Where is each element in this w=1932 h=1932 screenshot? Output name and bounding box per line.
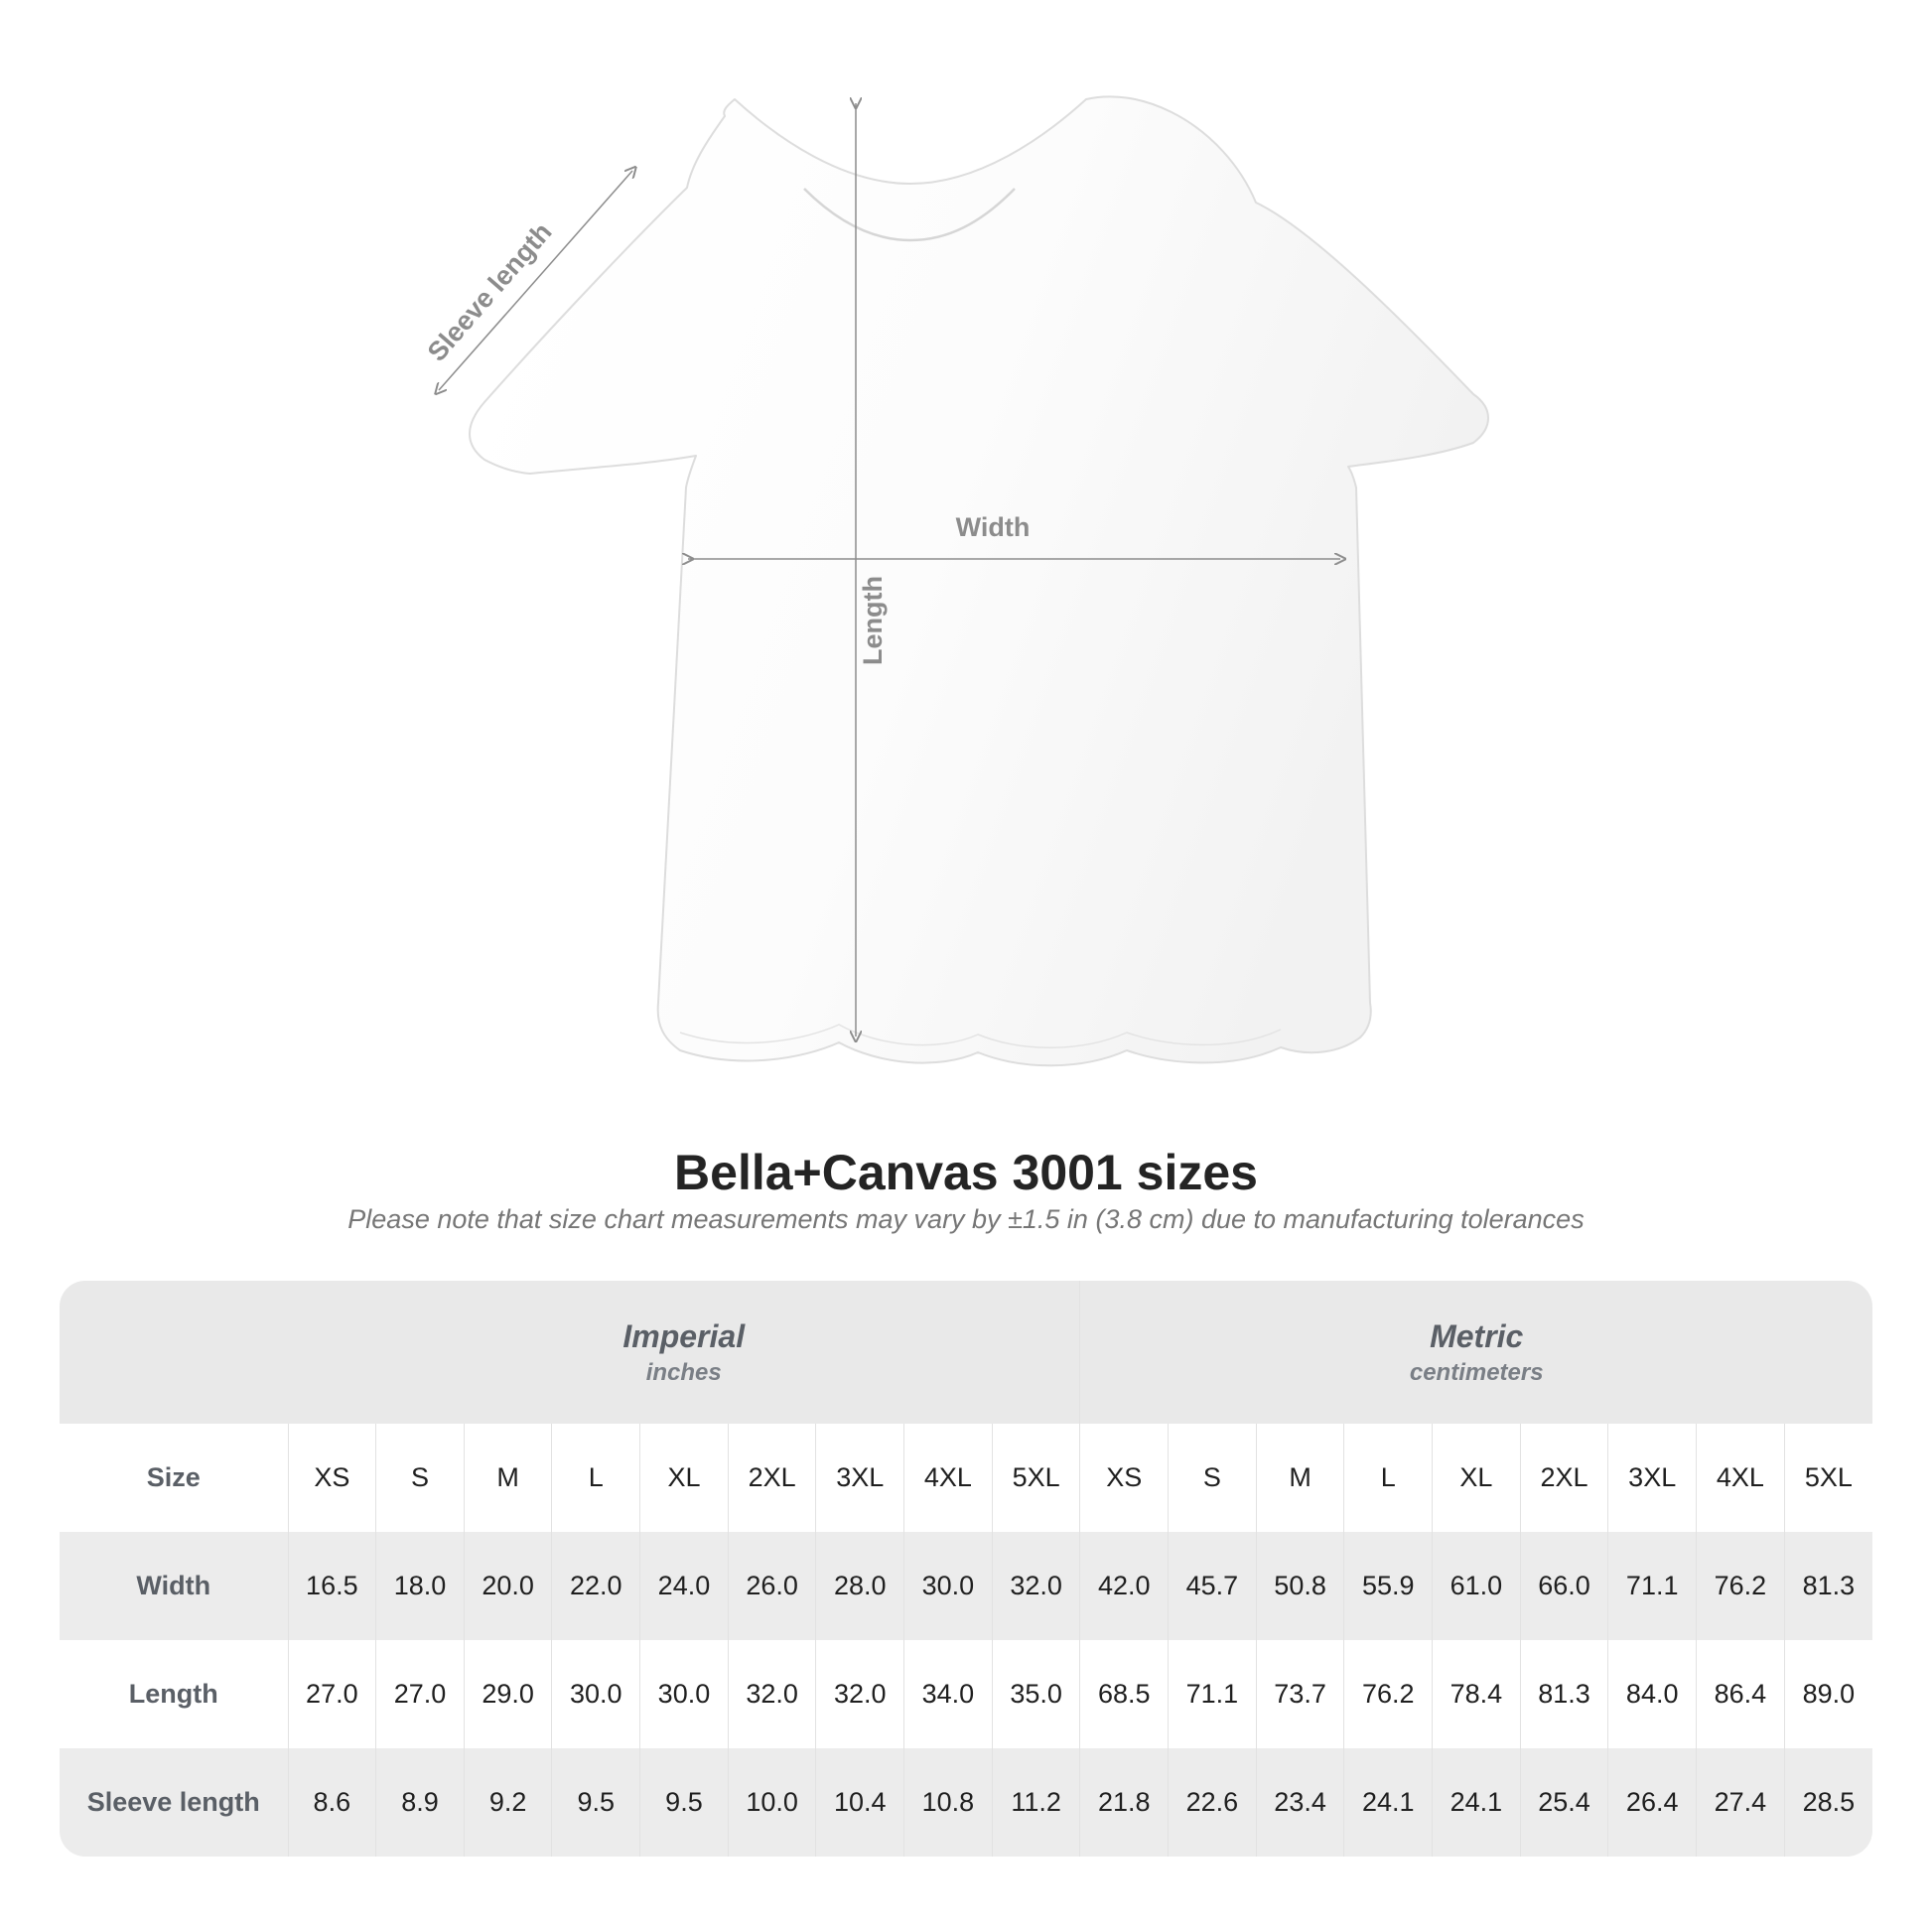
- svg-text:Length: Length: [858, 576, 888, 665]
- svg-text:Width: Width: [956, 512, 1031, 542]
